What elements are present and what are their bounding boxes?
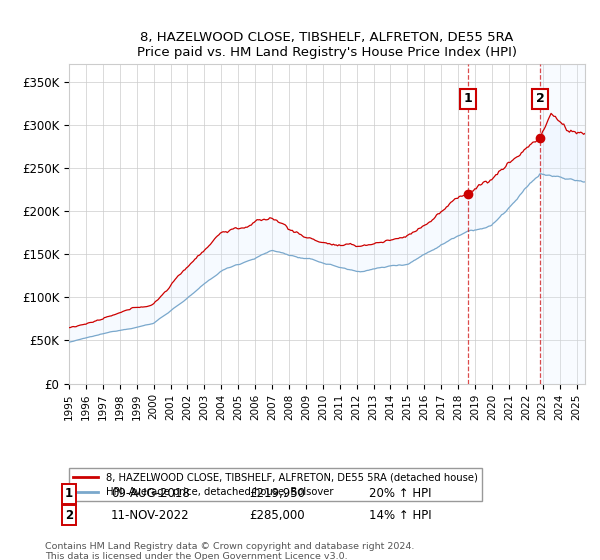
Text: 20% ↑ HPI: 20% ↑ HPI	[369, 487, 431, 501]
Text: £285,000: £285,000	[249, 508, 305, 522]
Text: 1: 1	[65, 487, 73, 501]
Text: £219,950: £219,950	[249, 487, 305, 501]
Text: 14% ↑ HPI: 14% ↑ HPI	[369, 508, 431, 522]
Text: 11-NOV-2022: 11-NOV-2022	[111, 508, 190, 522]
Text: 2: 2	[65, 508, 73, 522]
Text: 1: 1	[464, 92, 473, 105]
Bar	[541, 64, 585, 384]
Text: Contains HM Land Registry data © Crown copyright and database right 2024.
This d: Contains HM Land Registry data © Crown c…	[45, 542, 415, 560]
Legend: 8, HAZELWOOD CLOSE, TIBSHELF, ALFRETON, DE55 5RA (detached house), HPI: Average : 8, HAZELWOOD CLOSE, TIBSHELF, ALFRETON, …	[69, 468, 482, 501]
Text: 09-AUG-2018: 09-AUG-2018	[111, 487, 190, 501]
Title: 8, HAZELWOOD CLOSE, TIBSHELF, ALFRETON, DE55 5RA
Price paid vs. HM Land Registry: 8, HAZELWOOD CLOSE, TIBSHELF, ALFRETON, …	[137, 31, 517, 59]
Text: 2: 2	[536, 92, 545, 105]
